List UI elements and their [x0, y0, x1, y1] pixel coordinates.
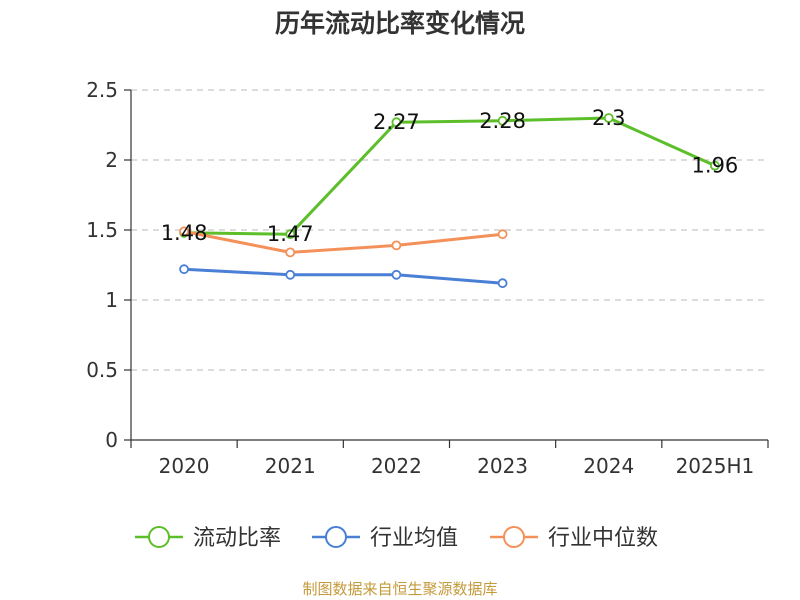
- series-line: [184, 116, 716, 236]
- data-point[interactable]: [179, 264, 189, 275]
- y-tick-label: 0: [105, 428, 118, 452]
- data-label: 1.96: [692, 154, 739, 178]
- legend-label: 行业中位数: [548, 526, 658, 551]
- series-layer: [179, 113, 720, 289]
- chart-title: 历年流动比率变化情况: [274, 9, 525, 38]
- legend-item[interactable]: 行业均值: [312, 526, 458, 551]
- data-point[interactable]: [497, 229, 508, 240]
- data-label: 2.28: [479, 109, 526, 133]
- x-tick-label: 2021: [265, 454, 316, 478]
- data-label: 2.3: [592, 106, 625, 130]
- y-tick-label: 2.5: [86, 78, 118, 102]
- series-line: [184, 267, 503, 285]
- legend-label: 流动比率: [193, 526, 281, 551]
- data-point[interactable]: [497, 115, 508, 126]
- legend-marker: [148, 526, 170, 548]
- data-label: 2.27: [373, 110, 420, 134]
- data-label: 1.48: [161, 221, 208, 245]
- legend-label: 行业均值: [370, 526, 458, 551]
- data-point[interactable]: [285, 269, 296, 280]
- data-point[interactable]: [391, 240, 402, 251]
- source-note: 制图数据来自恒生聚源数据库: [302, 580, 498, 598]
- axes: 0 0.5 1 1.5 2 2.5 2020 2021 2022 2023 2024 2025H1: [86, 78, 769, 478]
- x-tick-label: 2024: [583, 454, 634, 478]
- data-point[interactable]: [391, 269, 402, 280]
- legend-marker: [503, 526, 525, 548]
- legend[interactable]: 流动比率 行业均值 行业中位数: [135, 526, 658, 551]
- legend-item[interactable]: 行业中位数: [490, 526, 658, 551]
- data-point[interactable]: [710, 160, 720, 171]
- y-tick-label: 1.5: [86, 218, 118, 242]
- x-tick-label: 2020: [159, 454, 210, 478]
- data-point[interactable]: [497, 278, 508, 289]
- legend-marker: [325, 526, 347, 548]
- y-tick-label: 2: [105, 148, 118, 172]
- y-tick-label: 0.5: [86, 358, 118, 382]
- x-tick-label: 2025H1: [676, 454, 755, 478]
- data-point[interactable]: [391, 117, 402, 128]
- series-line: [183, 229, 503, 254]
- x-tick-label: 2022: [371, 454, 422, 478]
- data-point[interactable]: [285, 229, 296, 240]
- data-point[interactable]: [285, 247, 296, 258]
- data-point[interactable]: [179, 226, 189, 237]
- grid-lines: [131, 89, 768, 371]
- data-point[interactable]: [603, 113, 614, 123]
- data-label: 1.47: [267, 222, 314, 246]
- x-tick-label: 2023: [477, 454, 528, 478]
- legend-item[interactable]: 流动比率: [135, 526, 281, 551]
- data-labels: 1.48 1.47 2.27 2.28 2.3 1.96: [161, 106, 739, 246]
- y-tick-label: 1: [105, 288, 118, 312]
